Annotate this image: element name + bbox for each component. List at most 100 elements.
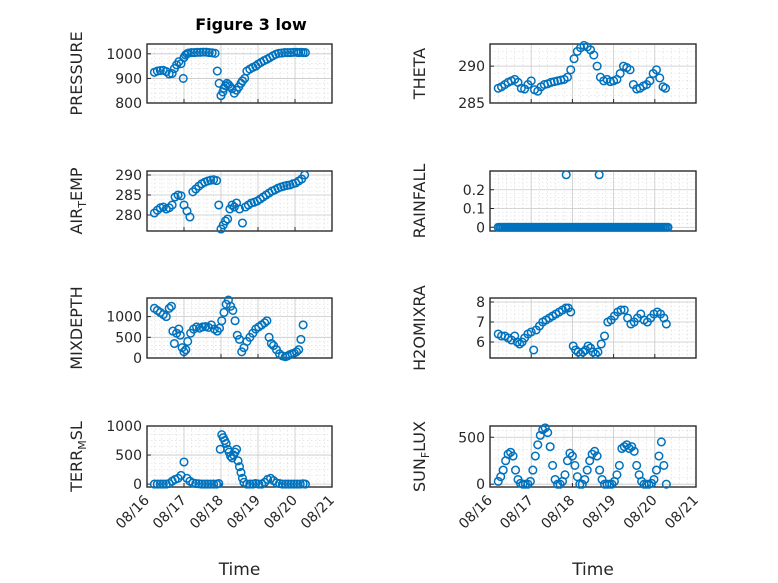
subplot-bottom-right-point [592,451,602,461]
subplot-bottom-right-point [508,451,518,461]
subplot-top-left-point [212,66,222,76]
subplot-top-left-ytick-label: 900 [115,71,142,87]
subplot-row3-right-series [493,303,671,359]
subplot-row2-right-point [594,170,604,180]
subplot-top-left-point [210,48,220,58]
subplot-row3-left-point [228,305,238,315]
subplot-bottom-left-point [203,479,213,489]
subplot-bottom-right-point [632,460,642,470]
subplot-bottom-right-point [654,451,664,461]
subplot-row3-left-point [298,320,308,330]
subplot-row2-left-point [220,216,230,226]
subplot-top-left-point [155,66,165,76]
subplot-top-left-point [178,73,188,83]
subplot-row3-right-point [599,331,610,341]
subplot-bottom-right-point [629,446,639,456]
subplot-top-right-point [589,50,599,60]
subplot-bottom-right-point [540,423,550,433]
subplot-bottom-right-point [528,465,538,475]
subplot-bottom-right-point [580,474,590,485]
subplot-top-right-point [625,65,635,75]
subplot-row3-left-series [149,295,308,362]
subplot-bottom-right-point [498,465,508,475]
subplot-row3-left-point [217,316,227,326]
subplot-row2-left-ylabel: AIRTEMP [67,167,89,234]
subplot-bottom-left-point [300,479,310,489]
subplot-top-right-ytick-label: 285 [458,96,485,112]
subplot-row3-right-point [616,305,626,315]
subplot-bottom-left-point [179,457,189,467]
subplot-row3-right-point [515,339,525,349]
subplot-bottom-left-point [197,479,207,489]
subplot-bottom-left-ytick-label: 500 [115,448,142,464]
subplot-bottom-right-point [548,460,558,470]
subplot-top-left-point [204,48,214,58]
subplot-bottom-left-point [231,444,242,454]
subplot-bottom-right-point [535,430,545,440]
subplot-top-left-point [167,68,177,79]
subplot-bottom-right-point [560,470,570,480]
subplot-row2-left-ytick-label: 280 [115,208,142,224]
subplot-bottom-left-point [234,462,245,472]
subplot-top-right-point [660,83,671,93]
subplot-bottom-right-series [493,423,671,489]
subplot-top-right-series [493,40,671,96]
subplot-top-left-point [192,47,202,57]
subplot-row3-right-ytick-label: 7 [476,315,485,331]
subplot-row3-right-point [596,339,606,349]
subplot-bottom-right-point [651,465,661,475]
subplot-bottom-right-point [565,448,575,458]
subplot-bottom-right-point [656,437,666,447]
subplot-row3-right-ytick-label: 8 [476,295,485,311]
subplot-bottom-left-point [182,473,192,483]
subplot-top-left-point [237,76,248,86]
subplot-top-left-point [198,47,208,57]
subplot-row2-right: 0 0.1 0.2 RAINFALL [410,164,697,239]
subplot-row3-left-point [166,301,176,311]
subplot-bottom-right-ytick-label: 500 [458,430,485,446]
subplot-row2-right-ylabel: RAINFALL [410,164,429,239]
subplot-row2-right-point [663,222,673,232]
subplot-row3-left-point [219,307,229,318]
subplot-bottom-right-point [614,460,624,470]
subplot-bottom-left-point [237,473,248,483]
subplot-bottom-right-point [567,451,577,461]
subplot-row2-left-point [185,212,195,222]
subplot-bottom-left-point [221,438,231,448]
subplot-row3-left-point [161,312,171,322]
subplot-bottom-right-point [637,476,647,486]
subplot-row2-right-axes-frame [489,170,697,232]
subplot-row3-right: 6 7 8 H2OMIXRA [410,285,697,371]
subplot-bottom-left-point [191,478,201,489]
subplot-row3-left-point [262,316,272,326]
subplot-row3-right-point [593,347,603,357]
subplot-row3-left-point [294,345,304,355]
subplot-row3-left-ylabel: MIXDEPTH [67,286,86,369]
subplot-row3-left-point [175,330,185,340]
subplot-row3-left-point [179,347,189,357]
subplot-bottom-right-point [545,442,555,452]
subplot-row3-right-point [619,305,629,315]
subplot-top-right-ylabel: THETA [410,48,429,100]
subplot-bottom-right-point [503,449,513,459]
subplot-bottom-left-point [236,467,246,478]
subplot-row3-right-point [578,347,588,357]
subplot-row3-right-point [661,319,671,329]
subplot-top-right: 285 290 THETA [410,40,697,112]
subplot-top-left-point [274,48,284,58]
subplot-bottom-left-series [149,430,310,489]
subplot-bottom-right-ytick-label: 0 [476,477,485,493]
subplot-bottom-left-point [283,479,293,489]
subplot-bottom-left-point [280,479,290,489]
subplot-bottom-left-point [214,478,224,489]
subplot-bottom-left-point [289,479,299,489]
subplot-row3-left-point [169,338,179,349]
subplot-row3-right-ylabel: H2OMIXRA [410,285,429,371]
subplot-row2-left-point [223,214,233,224]
subplot-row2-left-point [234,204,245,214]
subplot-bottom-right-point [661,479,671,489]
subplot-bottom-right-point [590,446,600,456]
subplot-bottom-right-point [577,479,587,489]
